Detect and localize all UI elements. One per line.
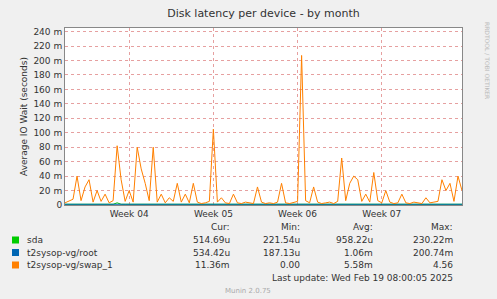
svg-text:514.69u: 514.69u <box>193 235 230 245</box>
svg-text:Week 05: Week 05 <box>194 209 233 219</box>
svg-text:4.56: 4.56 <box>433 260 453 270</box>
svg-text:120 m: 120 m <box>33 113 62 123</box>
svg-text:100 m: 100 m <box>33 128 62 138</box>
svg-text:sda: sda <box>27 235 43 245</box>
svg-text:Min:: Min: <box>281 222 300 232</box>
svg-text:Week 06: Week 06 <box>278 209 317 219</box>
svg-text:958.22u: 958.22u <box>336 235 373 245</box>
svg-text:534.42u: 534.42u <box>193 248 230 258</box>
svg-text:t2sysop-vg/root: t2sysop-vg/root <box>27 248 98 258</box>
svg-text:Cur:: Cur: <box>211 222 230 232</box>
svg-text:40 m: 40 m <box>39 171 62 181</box>
svg-text:160 m: 160 m <box>33 85 62 95</box>
svg-text:80 m: 80 m <box>39 142 62 152</box>
svg-text:180 m: 180 m <box>33 70 62 80</box>
svg-text:60 m: 60 m <box>39 157 62 167</box>
svg-text:RRDTOOL / TOBI OETIKER: RRDTOOL / TOBI OETIKER <box>484 22 491 99</box>
svg-text:230.22m: 230.22m <box>413 235 453 245</box>
svg-text:1.06m: 1.06m <box>344 248 373 258</box>
svg-text:200 m: 200 m <box>33 56 62 66</box>
svg-text:Week 04: Week 04 <box>110 209 149 219</box>
svg-text:5.58m: 5.58m <box>344 260 373 270</box>
svg-text:Week 07: Week 07 <box>362 209 401 219</box>
svg-text:187.13u: 187.13u <box>263 248 300 258</box>
svg-text:Disk latency per device - by m: Disk latency per device - by month <box>167 7 360 20</box>
svg-text:Munin 2.0.75: Munin 2.0.75 <box>225 287 271 295</box>
svg-text:Average IO Wait (seconds): Average IO Wait (seconds) <box>19 57 29 176</box>
svg-text:240 m: 240 m <box>33 27 62 37</box>
svg-text:0: 0 <box>56 200 62 210</box>
svg-text:Last update: Wed Feb 19 08:00:: Last update: Wed Feb 19 08:00:05 2025 <box>272 273 453 283</box>
svg-text:t2sysop-vg/swap_1: t2sysop-vg/swap_1 <box>27 260 113 270</box>
svg-text:221.54u: 221.54u <box>263 235 300 245</box>
svg-text:Max:: Max: <box>431 222 453 232</box>
svg-text:140 m: 140 m <box>33 99 62 109</box>
svg-text:20 m: 20 m <box>39 186 62 196</box>
svg-text:220 m: 220 m <box>33 41 62 51</box>
svg-text:Avg:: Avg: <box>353 222 373 232</box>
svg-text:11.36m: 11.36m <box>195 260 230 270</box>
svg-text:0.00: 0.00 <box>280 260 300 270</box>
svg-text:200.74m: 200.74m <box>413 248 453 258</box>
